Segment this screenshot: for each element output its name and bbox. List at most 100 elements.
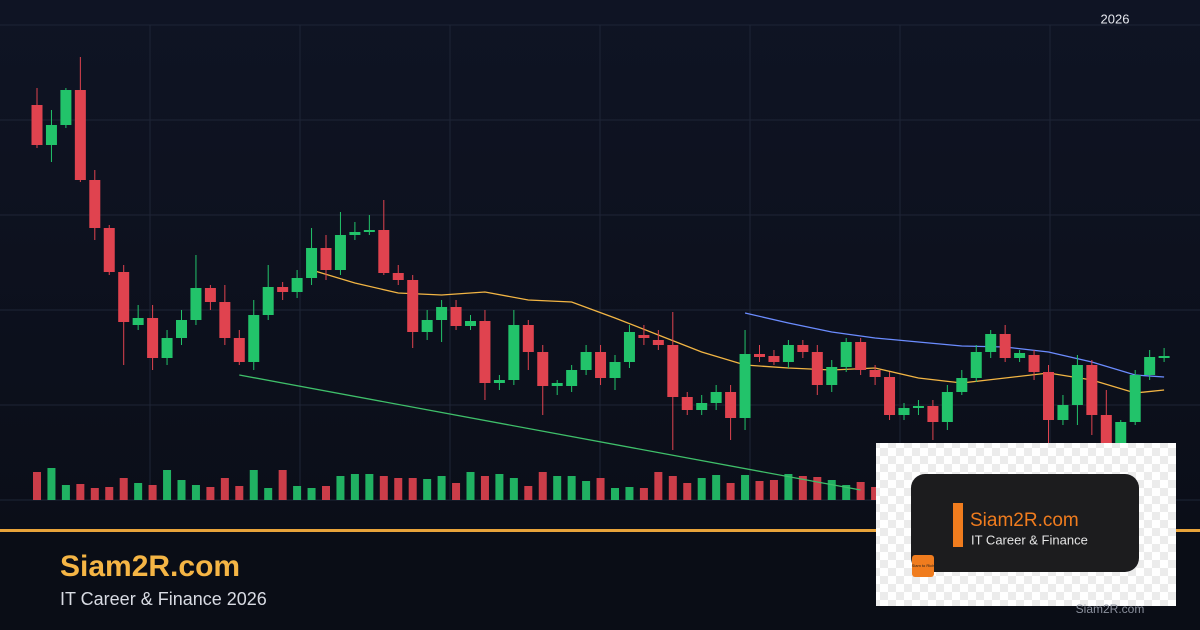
icon-text: Siam to Rich: [912, 563, 935, 568]
volume-bar: [148, 485, 157, 500]
candle-body: [884, 377, 896, 415]
candle-body: [725, 392, 737, 418]
volume-bar: [90, 488, 99, 500]
divider-line: [0, 529, 1200, 532]
volume-bar: [683, 483, 692, 500]
vertical-grid: [149, 25, 1051, 500]
candle-body: [450, 307, 462, 326]
candle-body: [956, 378, 968, 392]
card-brand: Siam2R.com: [970, 510, 1079, 531]
candle-body: [407, 280, 419, 332]
candle-body: [132, 318, 144, 325]
volume-bar: [769, 480, 778, 500]
volume-bar: [350, 474, 359, 500]
volume-bar: [379, 476, 388, 500]
candle-body: [1057, 405, 1069, 420]
candle-body: [595, 352, 607, 378]
overlay: 2026 Siam2R.com IT Career & Finance 2026…: [0, 11, 1200, 630]
volume-bar: [524, 486, 533, 500]
candle-body: [797, 345, 809, 352]
candle-body: [334, 235, 346, 270]
volume-bar: [741, 475, 750, 500]
candle-body: [609, 362, 621, 378]
candle-body: [31, 105, 43, 145]
volume-bar: [47, 468, 56, 500]
volume-bar: [264, 488, 273, 500]
volume-bar: [654, 472, 663, 500]
logo-card: [911, 474, 1139, 572]
candle-body: [696, 403, 708, 410]
candle-body: [1100, 415, 1112, 445]
volume-bar: [784, 474, 793, 500]
volume-bar: [76, 484, 85, 500]
candle-body: [652, 340, 664, 345]
candle-body: [869, 370, 881, 377]
candle-body: [1144, 357, 1156, 375]
candle-body: [566, 370, 578, 386]
volume-bar: [177, 480, 186, 500]
volume-bar: [712, 475, 721, 500]
candle-body: [103, 228, 115, 272]
candle-body: [667, 345, 679, 397]
candle-body: [1086, 365, 1098, 415]
candle-body: [638, 335, 650, 338]
volume-bar: [394, 478, 403, 500]
volume-bar: [452, 483, 461, 500]
indicator-line: [239, 374, 861, 491]
volume-bar: [827, 480, 836, 500]
candle-body: [681, 397, 693, 410]
volume-bar: [553, 476, 562, 500]
volume-bar: [33, 472, 41, 500]
volume-bar: [842, 485, 851, 500]
volume-bar: [813, 477, 822, 500]
volume-bar: [191, 485, 200, 500]
candle-body: [580, 352, 592, 370]
candle-body: [306, 248, 318, 278]
candle-body: [176, 320, 187, 338]
candle-body: [508, 325, 520, 380]
volume-bar: [668, 476, 677, 500]
candle-body: [623, 332, 635, 362]
candle-body: [219, 302, 231, 338]
candle-body: [1071, 365, 1083, 405]
candle-body: [421, 320, 433, 332]
candle-body: [291, 278, 303, 292]
volume-bar: [134, 483, 143, 500]
candle-body: [204, 288, 216, 302]
volume-bar: [423, 479, 432, 500]
candle-body: [551, 383, 563, 386]
candle-body: [89, 180, 101, 228]
candle-body: [927, 406, 939, 422]
card-tagline: IT Career & Finance: [971, 532, 1088, 547]
volume-bar: [408, 478, 417, 500]
candle-body: [537, 352, 549, 386]
candle-body: [277, 287, 289, 292]
volume-bar: [856, 482, 865, 500]
candle-body: [1043, 372, 1054, 420]
logo-bar: [953, 503, 963, 547]
candle-body: [262, 287, 274, 315]
volume-bar: [509, 478, 518, 500]
candle-body: [1115, 422, 1127, 445]
candle-body: [912, 406, 924, 408]
volume-bar: [726, 483, 735, 500]
candle-body: [147, 318, 159, 358]
volume-bar: [278, 470, 287, 500]
candle-body: [161, 338, 173, 358]
candle-body: [493, 380, 505, 383]
volume-bar: [235, 486, 244, 500]
candle-body: [378, 230, 390, 273]
candle-body: [74, 90, 86, 180]
candle-body: [898, 408, 910, 415]
volume-bar: [336, 476, 345, 500]
year-label: 2026: [1101, 11, 1130, 26]
indicator-line: [744, 312, 1165, 378]
volume-bar: [105, 487, 114, 500]
volume-bar: [437, 476, 446, 500]
volume-bar: [466, 472, 475, 500]
candle-body: [118, 272, 130, 322]
candle-body: [782, 345, 794, 362]
tagline: IT Career & Finance 2026: [60, 589, 267, 609]
volume-bar: [163, 470, 172, 500]
volume-bar: [365, 474, 374, 500]
